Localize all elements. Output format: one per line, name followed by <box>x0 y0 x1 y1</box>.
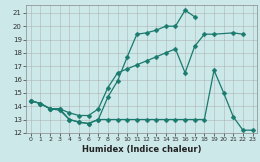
X-axis label: Humidex (Indice chaleur): Humidex (Indice chaleur) <box>82 145 202 154</box>
